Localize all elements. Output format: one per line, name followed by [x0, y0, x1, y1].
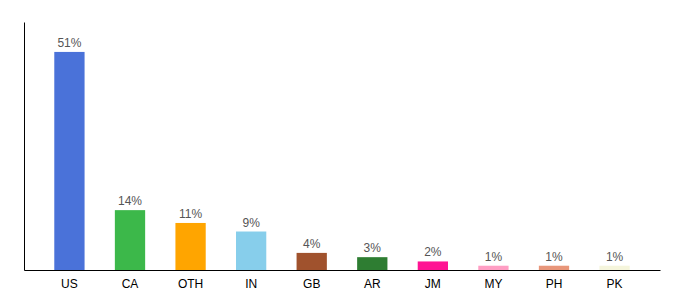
y-axis-line — [24, 23, 25, 271]
bar — [599, 266, 629, 270]
x-tick: JM — [425, 277, 441, 291]
x-tick-label: MY — [484, 277, 502, 291]
data-label: 14% — [118, 194, 142, 208]
bar — [54, 52, 84, 270]
x-tick: AR — [364, 277, 381, 291]
bar — [478, 266, 508, 270]
data-label: 4% — [303, 237, 321, 251]
data-label: 3% — [364, 241, 382, 255]
data-label: 1% — [545, 250, 563, 264]
x-tick-label: GB — [303, 277, 320, 291]
plot: US CA OTH IN GB AR JM MY PH PK 51% 14% 11% 9% 4% 3% 2% 1%… — [25, 23, 661, 291]
bar — [539, 266, 569, 270]
x-tick-label: OTH — [178, 277, 203, 291]
chart: US CA OTH IN GB AR JM MY PH PK 51% 14% 11% 9% 4% 3% 2% 1%… — [0, 0, 680, 300]
data-label: 1% — [485, 250, 503, 264]
x-tick: CA — [122, 277, 139, 291]
bar — [357, 257, 387, 270]
bars — [54, 52, 629, 270]
x-tick: MY — [484, 277, 502, 291]
x-tick: OTH — [178, 277, 203, 291]
bar — [297, 253, 327, 270]
x-axis-line — [25, 270, 661, 271]
x-tick-label: JM — [425, 277, 441, 291]
bar — [418, 261, 448, 270]
data-label: 11% — [179, 207, 202, 221]
x-tick-label: AR — [364, 277, 381, 291]
x-tick: PH — [546, 277, 563, 291]
bar — [115, 210, 145, 270]
x-axis: US CA OTH IN GB AR JM MY PH PK — [25, 271, 661, 291]
data-labels: 51% 14% 11% 9% 4% 3% 2% 1% 1% 1% — [57, 36, 623, 264]
x-tick-label: PK — [607, 277, 623, 291]
bar — [236, 232, 266, 270]
data-label: 9% — [242, 216, 260, 230]
x-tick-label: US — [61, 277, 78, 291]
x-tick: PK — [607, 277, 623, 291]
data-label: 1% — [606, 250, 624, 264]
data-label: 2% — [424, 245, 442, 259]
bar — [175, 223, 205, 270]
x-tick-label: CA — [122, 277, 139, 291]
data-label: 51% — [57, 36, 81, 50]
x-tick: US — [61, 277, 78, 291]
x-tick: IN — [245, 277, 257, 291]
x-tick-label: IN — [245, 277, 257, 291]
x-tick: GB — [303, 277, 320, 291]
x-tick-label: PH — [546, 277, 563, 291]
y-axis — [24, 23, 25, 271]
